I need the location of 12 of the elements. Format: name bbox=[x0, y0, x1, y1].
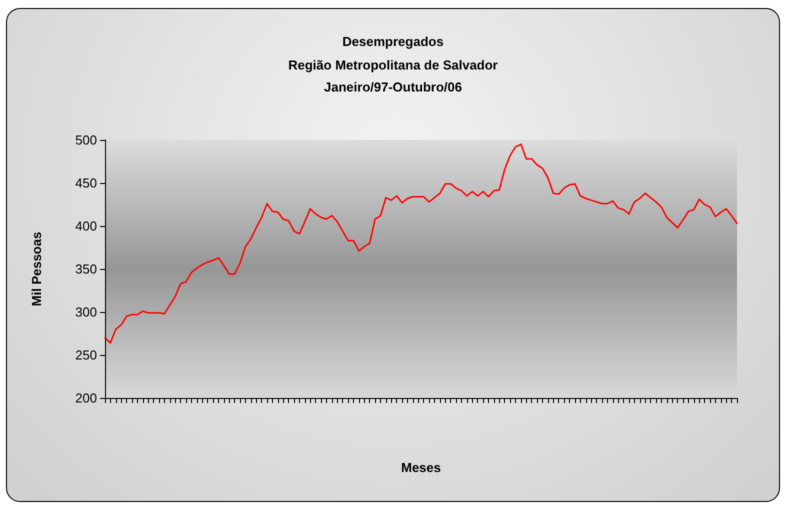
y-tick-label: 450 bbox=[75, 176, 97, 190]
line-series bbox=[104, 144, 738, 344]
chart-title: Desempregados bbox=[342, 34, 444, 49]
y-tick-label: 200 bbox=[75, 390, 97, 406]
y-tick-label: 400 bbox=[75, 218, 97, 234]
y-tick-label: 350 bbox=[75, 262, 97, 276]
y-tick-label: 300 bbox=[75, 304, 97, 320]
y-tick-label: 250 bbox=[75, 348, 97, 362]
x-axis-title: Meses bbox=[401, 460, 441, 475]
y-axis-title: Mil Pessoas bbox=[29, 232, 44, 306]
chart-subtitle: Região Metropolitana de Salvador Janeiro/97-Outubro/06 bbox=[288, 58, 498, 94]
y-tick-label: 500 bbox=[75, 132, 97, 148]
